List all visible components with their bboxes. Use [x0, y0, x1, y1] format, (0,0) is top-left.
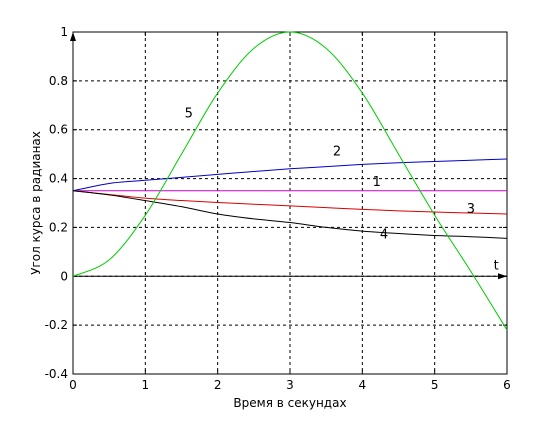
time-axis-label: t [494, 258, 499, 273]
y-tick-label: 0.2 [49, 220, 68, 234]
y-axis-title: Угол курса в радианах [29, 131, 43, 275]
curve-label-2: 2 [333, 144, 341, 159]
y-tick-label: -0.2 [45, 318, 68, 332]
series-line-2 [72, 158, 508, 192]
curve-label-5: 5 [185, 107, 193, 122]
series-line-3 [72, 190, 508, 215]
curve-label-1: 1 [373, 175, 381, 190]
axes: t [70, 31, 508, 375]
y-tick-label: 0 [60, 269, 68, 283]
tick-labels: 0 1 2 3 4 5 6 -0.4 -0.2 0 0.2 0.4 0.6 0.8 1 [45, 25, 511, 392]
y-tick-label: 0.4 [49, 172, 68, 186]
y-axis-arrow [70, 32, 76, 41]
curve-labels: 1 2 3 4 5 [185, 107, 475, 243]
x-tick-label: 3 [286, 378, 294, 392]
y-tick-label: -0.4 [45, 367, 68, 381]
series-lines [72, 31, 508, 331]
curve-label-3: 3 [467, 202, 475, 217]
x-tick-label: 6 [503, 378, 511, 392]
x-tick-label: 5 [431, 378, 439, 392]
y-tick-label: 0.8 [49, 74, 68, 88]
y-tick-label: 1 [60, 25, 68, 39]
time-axis-arrow [498, 273, 507, 280]
x-axis-title: Время в секундах [233, 396, 346, 410]
series-line-5 [72, 31, 508, 331]
x-tick-label: 0 [69, 378, 77, 392]
x-tick-label: 2 [214, 378, 222, 392]
curve-label-4: 4 [380, 227, 388, 242]
series-line-4 [72, 190, 508, 239]
y-tick-label: 0.6 [49, 123, 68, 137]
x-tick-label: 1 [142, 378, 150, 392]
x-tick-label: 4 [359, 378, 367, 392]
